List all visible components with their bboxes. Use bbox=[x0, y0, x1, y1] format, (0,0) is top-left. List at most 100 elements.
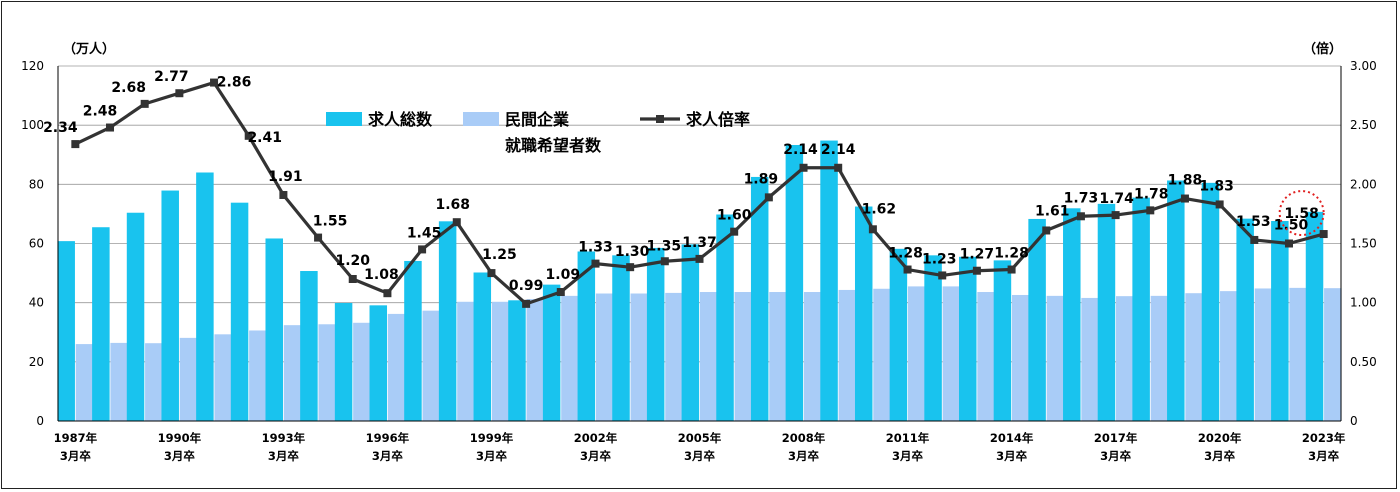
bar-job-seekers bbox=[803, 292, 822, 421]
ratio-marker bbox=[695, 254, 704, 263]
ratio-data-label: 1.45 bbox=[407, 225, 442, 241]
ratio-marker bbox=[487, 269, 496, 278]
ratio-data-label: 1.55 bbox=[313, 214, 348, 230]
y-left-tick-label: 120 bbox=[21, 59, 44, 73]
ratio-marker bbox=[799, 163, 808, 172]
legend-swatch-total-jobs bbox=[326, 112, 362, 126]
ratio-data-label: 1.30 bbox=[615, 244, 650, 260]
ratio-data-label: 2.68 bbox=[111, 80, 146, 96]
bar-job-seekers bbox=[1150, 295, 1169, 421]
ratio-marker bbox=[314, 233, 323, 242]
ratio-data-label: 1.89 bbox=[744, 171, 779, 187]
ratio-marker bbox=[418, 245, 427, 254]
ratio-data-label: 1.60 bbox=[717, 208, 752, 224]
x-tick-label: 2017年 3月卒 bbox=[1094, 431, 1138, 463]
bar-job-seekers bbox=[283, 325, 302, 421]
bar-total-jobs bbox=[1028, 218, 1046, 421]
ratio-marker bbox=[1180, 194, 1189, 203]
ratio-marker bbox=[1111, 211, 1120, 220]
ratio-data-label: 1.68 bbox=[435, 197, 470, 213]
ratio-line bbox=[71, 78, 1328, 308]
bar-total-jobs bbox=[1236, 218, 1254, 421]
bar-total-jobs bbox=[230, 202, 249, 421]
highlight-circle bbox=[1278, 190, 1325, 237]
bar-total-jobs bbox=[438, 221, 457, 421]
ratio-marker bbox=[764, 193, 773, 202]
bar-total-jobs bbox=[369, 305, 388, 421]
legend-label-total-jobs: 求人総数 bbox=[368, 110, 433, 129]
bar-total-jobs bbox=[92, 227, 110, 421]
bar-total-jobs bbox=[1271, 221, 1289, 421]
ratio-marker bbox=[244, 131, 253, 140]
x-tick-label: 2008年 3月卒 bbox=[782, 431, 826, 463]
ratio-data-label: 1.88 bbox=[1168, 173, 1203, 189]
bar-job-seekers bbox=[595, 293, 614, 421]
bar-job-seekers bbox=[110, 342, 128, 421]
y-left-tick-label: 0 bbox=[36, 414, 44, 428]
bar-total-jobs bbox=[161, 190, 179, 421]
legend-marker-ratio bbox=[656, 115, 664, 123]
ratio-marker bbox=[140, 99, 149, 108]
ratio-data-label: 1.37 bbox=[682, 235, 717, 251]
ratio-marker bbox=[1215, 200, 1224, 209]
ratio-data-label: 1.28 bbox=[888, 246, 923, 262]
bar-total-jobs bbox=[508, 300, 526, 421]
bar-job-seekers bbox=[1185, 293, 1203, 421]
bar-total-jobs bbox=[1305, 211, 1324, 421]
legend-label-ratio: 求人倍率 bbox=[686, 110, 750, 129]
ratio-marker bbox=[175, 89, 184, 98]
ratio-data-label: 1.61 bbox=[1035, 203, 1070, 219]
ratio-marker bbox=[348, 275, 357, 283]
bar-total-jobs bbox=[646, 247, 665, 421]
bar-total-jobs bbox=[993, 260, 1012, 421]
ratio-marker bbox=[903, 265, 912, 274]
ratio-data-label: 1.78 bbox=[1134, 186, 1169, 202]
ratio-marker bbox=[938, 271, 947, 280]
ratio-marker bbox=[730, 227, 739, 236]
bar-total-jobs bbox=[542, 284, 561, 421]
axes: 0 0 20 0.50 40 1.00 60 1.50 80 2.00 100 2.50 120 3.00… bbox=[21, 41, 1377, 463]
bar-total-jobs bbox=[750, 176, 769, 421]
bar-job-seekers bbox=[526, 299, 545, 421]
x-tick-label: 1999年 3月卒 bbox=[470, 431, 514, 463]
bar-job-seekers bbox=[179, 337, 198, 421]
y-left-tick-label: 20 bbox=[29, 355, 44, 369]
bar-total-jobs bbox=[1063, 208, 1081, 421]
y-right-tick-label: 1.00 bbox=[1350, 296, 1377, 310]
ratio-marker bbox=[1250, 235, 1259, 244]
bar-job-seekers bbox=[699, 292, 718, 421]
ratio-data-label: 1.25 bbox=[482, 247, 517, 263]
x-tick-label: 2005年 3月卒 bbox=[678, 431, 722, 463]
bar-total-jobs bbox=[959, 256, 977, 421]
bar-job-seekers bbox=[318, 324, 336, 421]
y-right-tick-label: 0.50 bbox=[1350, 355, 1377, 369]
ratio-data-label: 1.53 bbox=[1236, 214, 1271, 230]
y-right-tick-label: 0 bbox=[1350, 414, 1358, 428]
bar-total-jobs bbox=[716, 214, 734, 421]
bar-job-seekers bbox=[249, 330, 267, 421]
y-right-tick-label: 2.50 bbox=[1350, 118, 1377, 132]
bar-job-seekers bbox=[491, 301, 510, 421]
bar-job-seekers bbox=[838, 289, 857, 421]
bar-total-jobs bbox=[473, 272, 492, 421]
ratio-marker bbox=[1042, 226, 1051, 235]
ratio-data-label: 1.27 bbox=[960, 247, 995, 263]
legend-swatch-job-seekers bbox=[463, 112, 499, 126]
ratio-data-label: 1.83 bbox=[1199, 178, 1234, 194]
ratio-marker bbox=[834, 163, 843, 172]
ratio-marker bbox=[522, 299, 531, 308]
ratio-data-label: 2.41 bbox=[247, 130, 282, 146]
bar-job-seekers bbox=[977, 292, 995, 421]
ratio-data-label: 1.62 bbox=[862, 201, 897, 217]
ratio-data-label: 1.09 bbox=[546, 267, 581, 283]
bar-total-jobs bbox=[57, 241, 75, 421]
ratio-marker bbox=[626, 263, 635, 272]
x-tick-label: 2011年 3月卒 bbox=[886, 431, 930, 463]
ratio-data-label: 1.73 bbox=[1064, 190, 1099, 206]
ratio-marker bbox=[591, 259, 600, 268]
x-tick-label: 1990年 3月卒 bbox=[158, 431, 202, 463]
ratio-data-label: 1.58 bbox=[1284, 206, 1319, 222]
ratio-data-label: 0.99 bbox=[509, 278, 544, 294]
y-left-tick-label: 60 bbox=[29, 237, 44, 251]
bar-total-jobs bbox=[612, 255, 630, 421]
